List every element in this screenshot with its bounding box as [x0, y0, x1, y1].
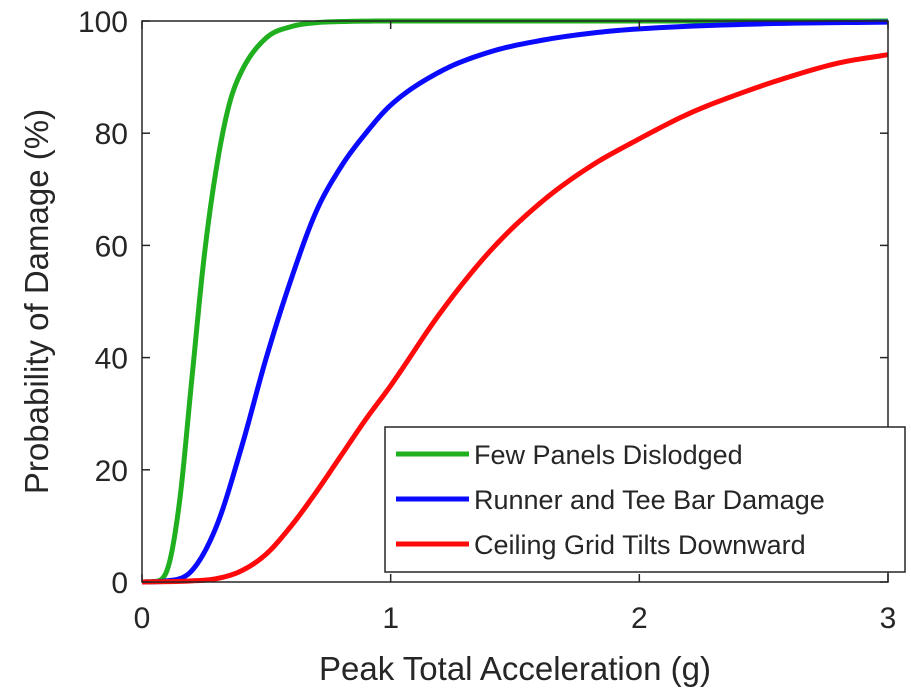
legend-label-2: Runner and Tee Bar Damage [474, 485, 825, 515]
legend-label-3: Ceiling Grid Tilts Downward [474, 530, 806, 560]
series-line-2 [141, 19, 889, 585]
axis-tick-labels: 0 1 2 3 0 20 40 60 80 100 [78, 6, 896, 635]
y-axis-label: Probability of Damage (%) [18, 109, 55, 494]
x-axis-label: Peak Total Acceleration (g) [319, 650, 711, 687]
y-tick-label: 60 [95, 230, 128, 263]
y-tick-label: 80 [95, 118, 128, 151]
axes-box [141, 20, 889, 583]
y-tick-label: 20 [95, 455, 128, 488]
y-tick-label: 0 [111, 567, 128, 600]
x-tick-label: 3 [880, 602, 897, 635]
axis-ticks [141, 20, 889, 583]
x-tick-label: 2 [631, 602, 648, 635]
y-tick-label: 100 [78, 6, 128, 39]
legend-box [384, 426, 906, 573]
y-tick-label: 40 [95, 343, 128, 376]
legend-label-1: Few Panels Dislodged [474, 440, 743, 470]
x-tick-label: 1 [382, 602, 399, 635]
series-line-3 [141, 52, 889, 585]
legend: Few Panels Dislodged Runner and Tee Bar D… [384, 426, 906, 573]
x-tick-label: 0 [134, 602, 151, 635]
